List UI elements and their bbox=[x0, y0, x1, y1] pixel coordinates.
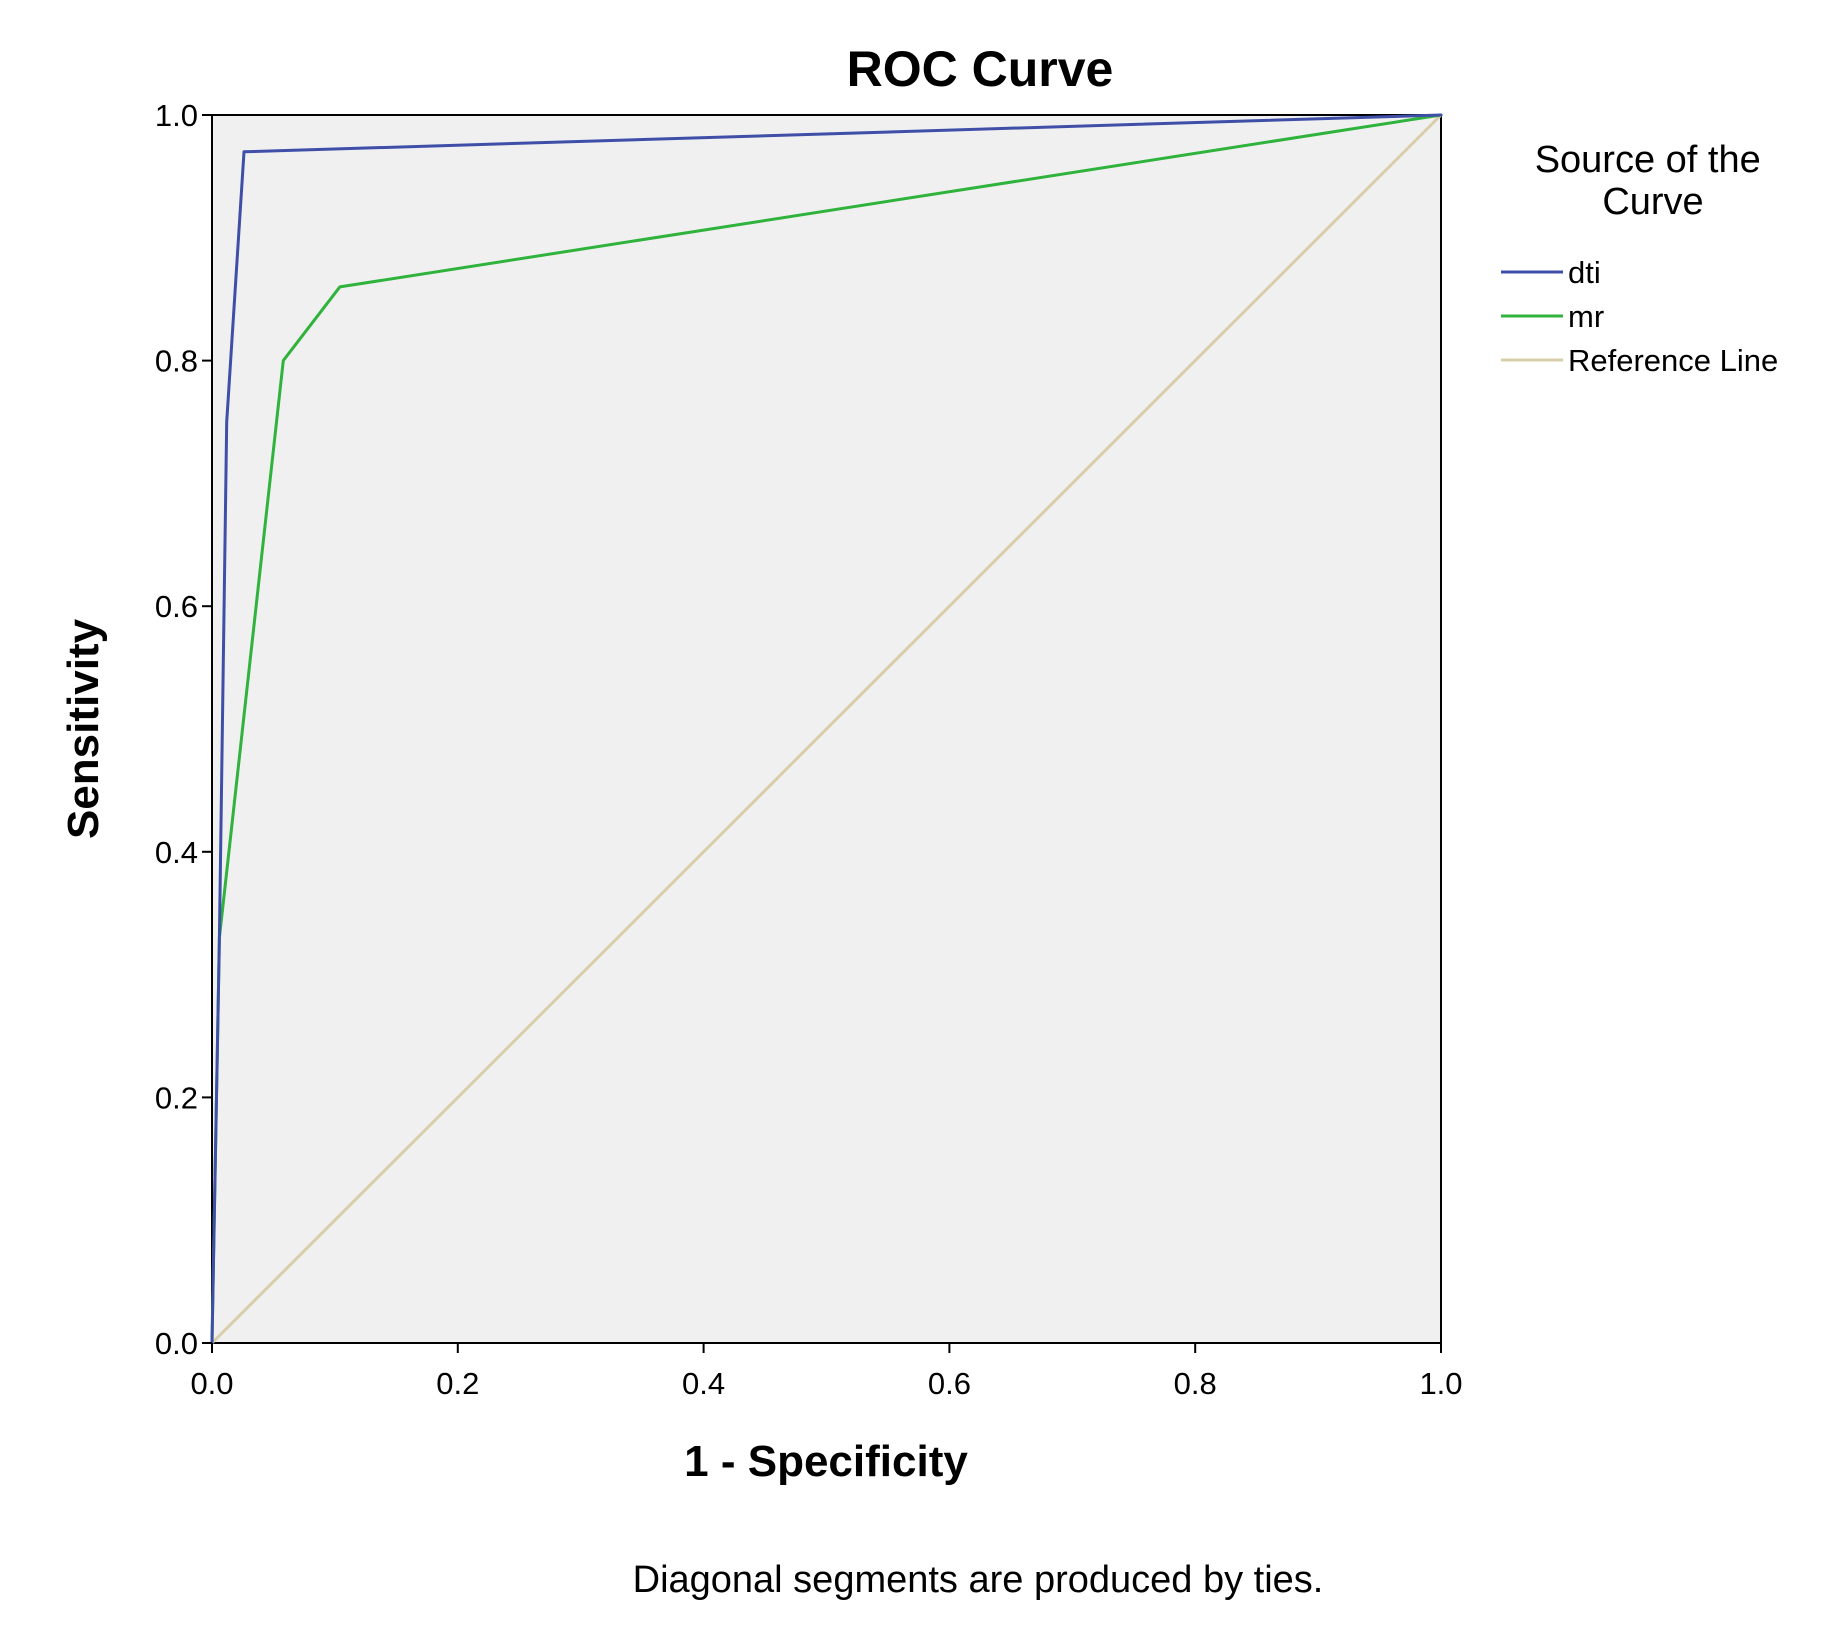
legend-label-reference-line: Reference Line bbox=[1568, 343, 1778, 378]
footnote: Diagonal segments are produced by ties. bbox=[633, 1559, 1324, 1601]
x-tick-label: 0.8 bbox=[1174, 1366, 1217, 1401]
axis-ticks: 0.0 0.2 0.4 0.6 0.8 1.0 0.0 0.2 0.4 0.6 0.8 1.0 bbox=[155, 98, 1463, 1401]
legend-title-line-2: Curve bbox=[1602, 181, 1703, 223]
y-tick-label: 0.8 bbox=[155, 344, 198, 379]
y-tick-label: 0.0 bbox=[155, 1326, 198, 1361]
y-tick-label: 1.0 bbox=[155, 98, 198, 133]
chart-title: ROC Curve bbox=[847, 41, 1114, 97]
y-tick-label: 0.2 bbox=[155, 1080, 198, 1115]
legend-label-dti: dti bbox=[1568, 255, 1601, 290]
y-tick-label: 0.4 bbox=[155, 835, 198, 870]
x-tick-label: 0.2 bbox=[436, 1366, 479, 1401]
legend-title-line-1: Source of the bbox=[1535, 139, 1761, 181]
y-tick-label: 0.6 bbox=[155, 589, 198, 624]
x-tick-label: 0.6 bbox=[928, 1366, 971, 1401]
legend-label-mr: mr bbox=[1568, 299, 1604, 334]
x-tick-label: 1.0 bbox=[1419, 1366, 1462, 1401]
series-line-dti bbox=[210, 113, 1443, 1345]
x-tick-label: 0.0 bbox=[190, 1366, 233, 1401]
x-tick-label: 0.4 bbox=[682, 1366, 725, 1401]
y-axis-title: Sensitivity bbox=[59, 618, 108, 839]
series-line-reference-line bbox=[210, 113, 1443, 1345]
series-lines bbox=[210, 113, 1443, 1345]
legend: Source of the Curve dti mr Reference Line bbox=[1501, 139, 1778, 378]
x-axis-title: 1 - Specificity bbox=[684, 1437, 968, 1486]
legend-title: Source of the Curve bbox=[1535, 139, 1772, 223]
